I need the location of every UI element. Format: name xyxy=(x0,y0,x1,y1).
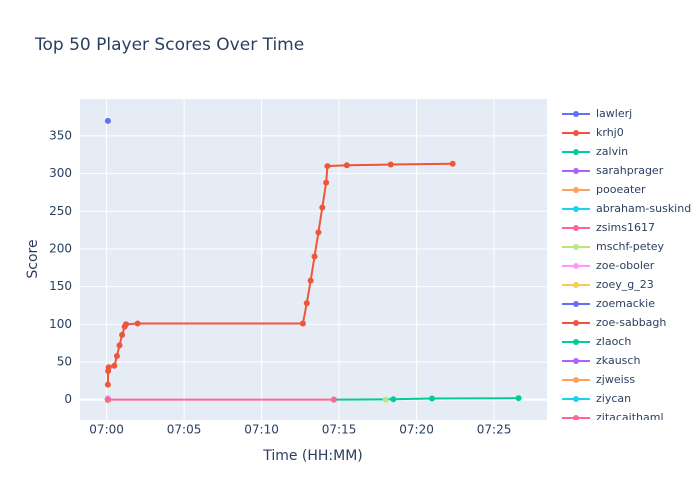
y-tick-label: 50 xyxy=(57,354,72,368)
x-tick-label: 07:15 xyxy=(322,423,357,437)
x-tick-label: 07:20 xyxy=(399,423,434,437)
y-tick-label: 0 xyxy=(64,392,72,406)
x-tick-label: 07:05 xyxy=(167,423,202,437)
x-tick-label: 07:10 xyxy=(244,423,279,437)
data-point xyxy=(104,381,111,388)
legend-marker xyxy=(573,339,579,345)
plot xyxy=(104,117,522,404)
data-point xyxy=(299,320,306,327)
data-point xyxy=(116,342,123,349)
y-tick-label: 100 xyxy=(49,317,72,331)
data-point xyxy=(119,331,126,338)
legend-marker xyxy=(573,358,579,364)
legend-marker xyxy=(573,149,579,155)
data-point xyxy=(113,352,120,359)
data-point xyxy=(311,253,318,260)
data-point xyxy=(315,229,322,236)
legend-marker xyxy=(573,263,579,269)
data-point xyxy=(343,162,350,169)
legend-marker xyxy=(573,206,579,212)
data-point xyxy=(387,161,394,168)
legend-label: lawlerj xyxy=(596,107,632,120)
data-point xyxy=(303,300,310,307)
data-point xyxy=(324,163,331,170)
data-point xyxy=(319,204,326,211)
legend-label: krhj0 xyxy=(596,126,624,139)
y-axis-title: Score xyxy=(25,239,41,278)
legend-label: ziycan xyxy=(596,392,631,405)
chart-title: Top 50 Player Scores Over Time xyxy=(34,35,304,55)
series-line xyxy=(333,397,519,401)
x-tick-label: 07:25 xyxy=(477,423,512,437)
legend-marker xyxy=(573,168,579,174)
legend-marker xyxy=(573,244,579,250)
y-tick-label: 300 xyxy=(49,166,72,180)
legend-marker xyxy=(573,301,579,307)
legend-marker xyxy=(573,320,579,326)
x-tick-label: 07:00 xyxy=(89,423,124,437)
legend-marker xyxy=(573,111,579,117)
legend-label: zitacaithaml xyxy=(596,411,664,424)
legend-label: pooeater xyxy=(596,183,646,196)
legend-marker xyxy=(573,187,579,193)
legend-label: zoey_g_23 xyxy=(596,278,654,291)
y-tick-label: 150 xyxy=(49,279,72,293)
data-point xyxy=(105,364,112,371)
legend: lawlerj krhj0 zalvin sarahprager pooeater abr… xyxy=(562,107,691,424)
data-point xyxy=(111,362,118,369)
legend-marker xyxy=(573,282,579,288)
data-point xyxy=(390,396,397,403)
legend-label: zoe-oboler xyxy=(596,259,655,272)
data-point xyxy=(104,117,111,124)
legend-label: zoemackie xyxy=(596,297,655,310)
x-axis-title: Time (HH:MM) xyxy=(262,448,363,464)
legend-marker xyxy=(573,130,579,136)
legend-marker xyxy=(573,396,579,402)
data-point xyxy=(449,160,456,167)
y-tick-label: 250 xyxy=(49,204,72,218)
data-point xyxy=(515,395,522,402)
legend-label: abraham-suskind xyxy=(596,202,691,215)
data-point xyxy=(382,396,389,403)
legend-label: zkausch xyxy=(596,354,640,367)
legend-label: zoe-sabbagh xyxy=(596,316,666,329)
legend-label: zjweiss xyxy=(596,373,635,386)
data-point xyxy=(122,321,129,328)
data-point xyxy=(134,320,141,327)
legend-marker xyxy=(573,225,579,231)
legend-marker xyxy=(573,415,579,420)
y-tick-label: 200 xyxy=(49,241,72,255)
data-point xyxy=(330,396,337,403)
legend-marker xyxy=(573,377,579,383)
data-point xyxy=(323,179,330,186)
legend-label: zsims1617 xyxy=(596,221,655,234)
y-tick-label: 350 xyxy=(49,128,72,142)
legend-label: mschf-petey xyxy=(596,240,665,253)
legend-label: sarahprager xyxy=(596,164,664,177)
data-point xyxy=(104,396,111,403)
legend-label: zlaoch xyxy=(596,335,631,348)
data-point xyxy=(429,395,436,402)
legend-label: zalvin xyxy=(596,145,628,158)
data-point xyxy=(307,277,314,284)
